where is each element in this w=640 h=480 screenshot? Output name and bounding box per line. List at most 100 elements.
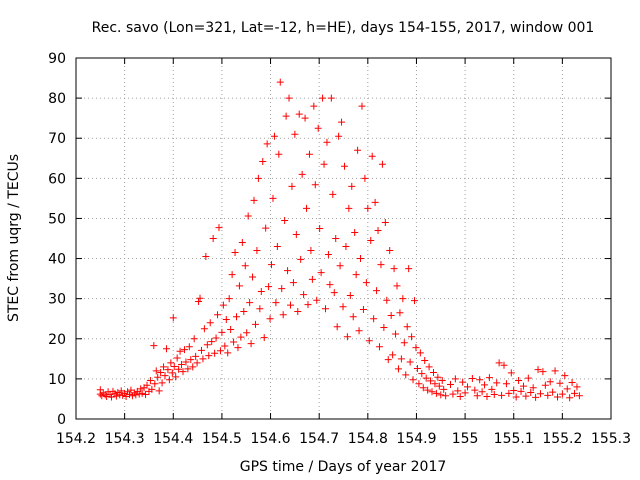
data-point [281, 216, 289, 224]
data-point [415, 380, 423, 388]
data-point [286, 301, 294, 309]
data-point [345, 204, 353, 212]
data-point [451, 375, 459, 383]
data-point [541, 381, 549, 389]
data-point [544, 391, 552, 399]
data-point [273, 243, 281, 251]
data-point [394, 365, 402, 373]
data-point [534, 366, 542, 374]
data-point [343, 333, 351, 341]
data-point [429, 368, 437, 376]
data-point [231, 249, 239, 257]
data-point [297, 255, 305, 263]
data-point [234, 344, 242, 352]
data-point [449, 390, 457, 398]
data-point [573, 383, 581, 391]
data-point [355, 327, 363, 335]
data-point [381, 218, 389, 226]
data-point [424, 386, 432, 394]
data-point [461, 389, 469, 397]
data-point [384, 356, 392, 364]
data-point [517, 387, 525, 395]
data-point [454, 387, 462, 395]
data-point [464, 383, 472, 391]
data-point [370, 315, 378, 323]
data-point [507, 369, 515, 377]
data-point [456, 393, 464, 401]
data-point [247, 340, 255, 348]
data-point [551, 367, 559, 375]
data-point [135, 390, 143, 398]
data-point [208, 338, 216, 346]
data-point [408, 333, 416, 341]
data-point [532, 393, 540, 401]
data-point [488, 385, 496, 393]
data-point [502, 380, 510, 388]
x-tick-labels: 154.2 154.3 154.4 154.5 154.6 154.7 154.8 154.9… [56, 431, 631, 447]
data-point [172, 373, 180, 381]
data-point [332, 235, 340, 242]
data-point [268, 261, 276, 269]
data-point [282, 112, 290, 120]
data-point [249, 273, 257, 281]
data-point [539, 368, 547, 376]
grid-lines [76, 58, 611, 419]
data-point [313, 296, 321, 304]
y-tick-label: 50 [48, 211, 66, 227]
data-point [219, 301, 227, 309]
data-point [440, 385, 448, 393]
x-tick-label: 155.1 [494, 431, 534, 447]
data-point [323, 138, 331, 146]
data-point [199, 355, 207, 363]
y-tick-label: 20 [48, 332, 66, 348]
data-point [164, 366, 172, 374]
data-point [178, 360, 186, 368]
data-point [330, 289, 338, 297]
data-point [154, 373, 162, 381]
data-point [566, 394, 574, 402]
x-tick-label: 154.5 [202, 431, 242, 447]
data-point [490, 391, 498, 399]
data-point [185, 343, 193, 351]
y-tick-label: 90 [48, 51, 66, 67]
data-point [411, 297, 419, 305]
data-point [421, 356, 429, 364]
data-point [176, 347, 184, 355]
data-point [195, 297, 203, 305]
data-series [96, 78, 583, 402]
data-point [406, 358, 414, 366]
data-point [399, 295, 407, 303]
data-point [383, 296, 391, 304]
data-point [390, 265, 398, 273]
data-point [262, 224, 270, 232]
data-point [568, 378, 576, 386]
data-point [132, 391, 140, 399]
y-tick-label: 40 [48, 252, 66, 268]
data-point [431, 380, 439, 388]
x-tick-label: 154.4 [153, 431, 193, 447]
data-point [365, 337, 373, 345]
data-point [160, 363, 168, 371]
data-point [400, 339, 408, 347]
data-point [260, 334, 268, 342]
data-point [389, 351, 397, 359]
data-point [151, 380, 159, 388]
data-point [126, 391, 133, 399]
data-point [527, 389, 535, 397]
data-point [150, 342, 158, 350]
data-point [493, 379, 501, 387]
data-point [254, 174, 262, 182]
data-point [292, 230, 300, 238]
data-point [438, 376, 446, 384]
data-point [549, 388, 557, 396]
data-point [169, 314, 177, 322]
data-point [298, 170, 306, 178]
data-point [571, 389, 579, 397]
data-point [237, 333, 245, 341]
x-tick-label: 155.3 [591, 431, 631, 447]
data-point [505, 389, 513, 397]
data-point [211, 349, 219, 357]
data-point [137, 385, 145, 393]
data-point [322, 305, 330, 313]
data-point [272, 299, 280, 307]
